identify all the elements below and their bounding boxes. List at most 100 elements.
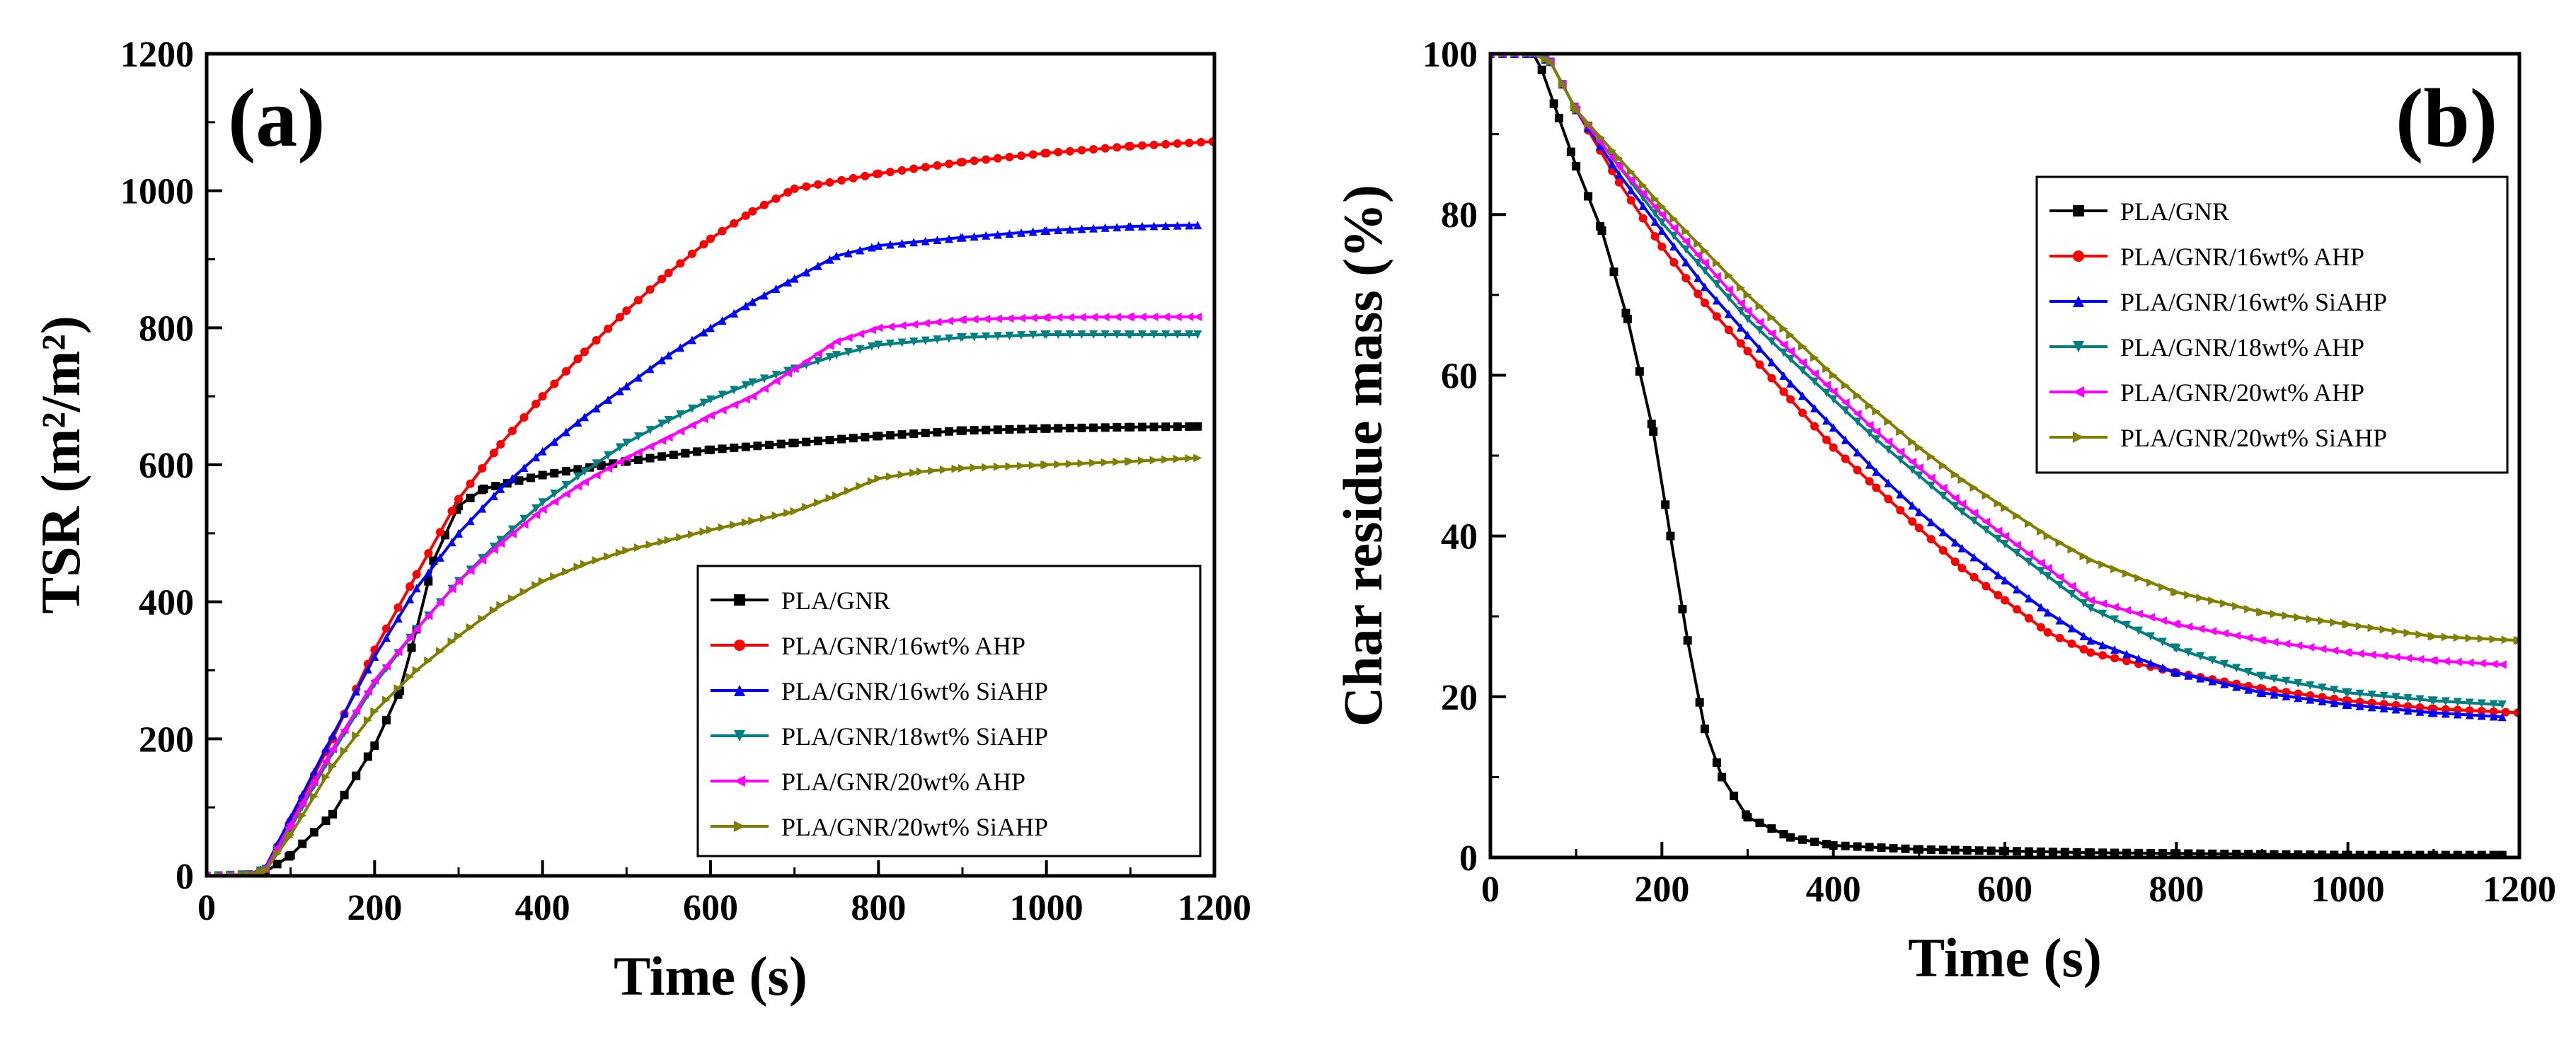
data-point [447, 584, 456, 594]
data-point [645, 442, 655, 451]
data-point [507, 525, 517, 534]
panel-label: (b) [2396, 71, 2497, 164]
data-point [2036, 567, 2045, 576]
data-point [550, 379, 559, 388]
data-point [1065, 225, 1074, 234]
data-point [1982, 582, 1991, 591]
data-point [945, 159, 954, 168]
data-point [2318, 683, 2327, 693]
data-point [2012, 847, 2021, 856]
data-point [741, 301, 750, 311]
data-point [1957, 475, 1967, 485]
data-point [447, 507, 456, 516]
data-point [2079, 552, 2088, 561]
data-point [1197, 138, 1206, 147]
data-point [1822, 840, 1831, 849]
x-axis-title: Time (s) [1908, 927, 2102, 988]
data-point [2258, 672, 2267, 681]
data-point [2079, 645, 2088, 654]
data-point [1005, 462, 1014, 471]
data-point [2024, 557, 2033, 567]
data-point [2158, 637, 2167, 647]
data-point [1112, 457, 1122, 466]
data-point [519, 412, 529, 422]
data-point [561, 366, 570, 376]
data-point [2024, 519, 2033, 528]
data-point [435, 553, 444, 562]
legend-label: PLA/GNR/16wt% SiAHP [2120, 288, 2387, 316]
data-point [867, 477, 876, 486]
data-point [507, 594, 517, 603]
data-point [1005, 424, 1014, 434]
data-point [561, 567, 570, 577]
data-point [2086, 648, 2095, 657]
data-point [1853, 466, 1862, 475]
data-point [1065, 313, 1074, 322]
data-point [1908, 457, 1917, 466]
x-tick-label: 1200 [1178, 888, 1251, 928]
data-point [561, 427, 570, 437]
data-point [1798, 408, 1807, 417]
data-point [2067, 589, 2076, 599]
data-point [1853, 842, 1862, 851]
data-point [958, 333, 967, 342]
data-point [2429, 696, 2438, 705]
data-point [874, 474, 883, 483]
x-tick-label: 0 [197, 888, 216, 928]
data-point [519, 463, 529, 473]
data-point [406, 633, 415, 642]
data-point [2403, 654, 2413, 663]
data-point [447, 538, 456, 547]
legend-label: PLA/GNR/20wt% SiAHP [2120, 424, 2387, 452]
data-point [580, 412, 589, 422]
data-point [2208, 849, 2217, 857]
data-point [1914, 443, 1924, 452]
data-point [802, 502, 811, 512]
data-point [309, 792, 318, 801]
data-point [573, 417, 582, 427]
data-point [1566, 147, 1575, 156]
x-tick-label: 1000 [1010, 888, 1083, 928]
data-point [759, 374, 769, 383]
data-point [2391, 850, 2400, 857]
data-point [1608, 153, 1617, 162]
data-point [489, 542, 498, 551]
data-point [2122, 569, 2132, 578]
data-point [2343, 648, 2352, 657]
data-point [2098, 848, 2108, 857]
legend: PLA/GNR PLA/GNR/16wt% AHP PLA/GNR/16wt% Si… [2035, 175, 2509, 474]
y-tick-label: 1000 [120, 172, 194, 212]
data-point [837, 175, 846, 185]
data-point [531, 510, 541, 519]
data-point [1970, 553, 1979, 562]
data-point [1786, 330, 1795, 340]
legend-item: PLA/GNR/20wt% AHP [711, 768, 1025, 796]
data-point [1908, 466, 1917, 475]
data-point [496, 536, 505, 545]
data-point [1126, 312, 1135, 321]
data-point [1017, 461, 1026, 470]
data-point [645, 285, 655, 294]
data-point [1982, 525, 1991, 534]
data-point [496, 484, 505, 493]
data-point [1970, 508, 1979, 517]
data-point [1938, 528, 1948, 537]
data-point [309, 828, 318, 837]
data-point [1193, 221, 1202, 230]
data-point [622, 453, 631, 463]
data-point [813, 437, 822, 446]
legend-marker [2073, 341, 2084, 352]
data-point [1649, 427, 1658, 436]
legend-marker [734, 775, 745, 787]
data-point [1065, 424, 1074, 433]
data-point [424, 568, 433, 577]
data-point [2012, 541, 2021, 550]
data-point [856, 482, 865, 491]
data-point [2208, 676, 2217, 686]
data-point [573, 472, 582, 481]
data-point [1986, 846, 1996, 855]
data-point [1982, 562, 1991, 571]
data-point [352, 731, 361, 740]
data-point [531, 453, 541, 462]
data-point [1161, 455, 1171, 464]
